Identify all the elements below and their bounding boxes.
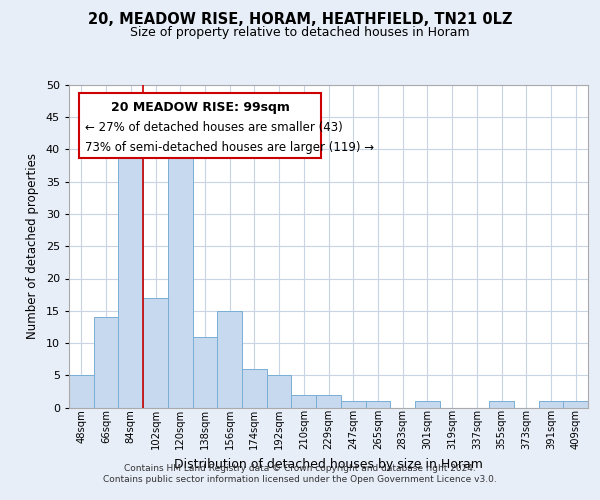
Text: ← 27% of detached houses are smaller (43): ← 27% of detached houses are smaller (43… <box>85 121 343 134</box>
Bar <box>94 317 118 408</box>
Text: 20 MEADOW RISE: 99sqm: 20 MEADOW RISE: 99sqm <box>110 101 289 114</box>
Text: 20, MEADOW RISE, HORAM, HEATHFIELD, TN21 0LZ: 20, MEADOW RISE, HORAM, HEATHFIELD, TN21… <box>88 12 512 28</box>
FancyBboxPatch shape <box>79 93 321 158</box>
X-axis label: Distribution of detached houses by size in Horam: Distribution of detached houses by size … <box>174 458 483 470</box>
Bar <box>341 401 365 407</box>
Bar <box>316 394 341 407</box>
Bar <box>267 375 292 408</box>
Bar <box>539 401 563 407</box>
Bar <box>489 401 514 407</box>
Text: Contains HM Land Registry data © Crown copyright and database right 2024.: Contains HM Land Registry data © Crown c… <box>124 464 476 473</box>
Bar <box>168 143 193 407</box>
Bar <box>415 401 440 407</box>
Bar <box>193 336 217 407</box>
Bar <box>217 310 242 408</box>
Bar <box>69 375 94 408</box>
Bar <box>292 394 316 407</box>
Bar <box>365 401 390 407</box>
Text: Contains public sector information licensed under the Open Government Licence v3: Contains public sector information licen… <box>103 475 497 484</box>
Bar <box>242 369 267 408</box>
Y-axis label: Number of detached properties: Number of detached properties <box>26 153 39 339</box>
Bar <box>563 401 588 407</box>
Bar <box>118 150 143 408</box>
Text: Size of property relative to detached houses in Horam: Size of property relative to detached ho… <box>130 26 470 39</box>
Text: 73% of semi-detached houses are larger (119) →: 73% of semi-detached houses are larger (… <box>85 141 374 154</box>
Bar <box>143 298 168 408</box>
